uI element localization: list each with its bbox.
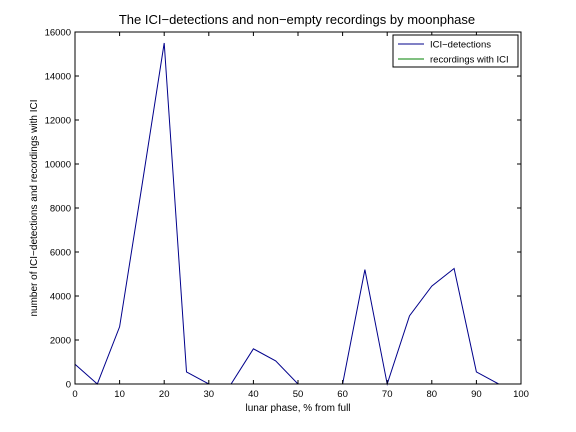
x-tick-label: 0 (72, 389, 77, 400)
y-tick-label: 4000 (50, 292, 71, 303)
x-tick-label: 70 (382, 389, 393, 400)
x-tick-label: 20 (159, 389, 170, 400)
legend-label-ici-detections: ICI−detections (430, 40, 491, 51)
x-tick-label: 80 (427, 389, 438, 400)
y-tick-label: 12000 (45, 116, 71, 127)
x-tick-label: 60 (337, 389, 348, 400)
x-tick-label: 40 (248, 389, 259, 400)
legend: ICI−detections recordings with ICI (392, 34, 519, 68)
y-tick-label: 2000 (50, 336, 71, 347)
y-tick-label: 8000 (50, 204, 71, 215)
plot-area (75, 32, 521, 384)
y-tick-label: 6000 (50, 248, 71, 259)
chart-title: The ICI−detections and non−empty recordi… (119, 12, 475, 27)
series-line-ici-detections (74, 42, 499, 386)
x-axis-label: lunar phase, % from full (245, 403, 350, 414)
x-tick-label: 90 (471, 389, 482, 400)
legend-box (392, 34, 519, 68)
y-tick-label: 16000 (45, 28, 71, 39)
legend-label-recordings-with-ici: recordings with ICI (430, 55, 509, 66)
x-tick-label: 50 (293, 389, 304, 400)
y-tick-label: 10000 (45, 160, 71, 171)
y-tick-label: 0 (66, 380, 71, 391)
x-tick-label: 100 (513, 389, 529, 400)
y-axis-label: number of ICI−detections and recordings … (29, 99, 40, 316)
ticks-layer: 0 10 20 30 40 50 60 70 80 90 100 0 2000 4000 6000 8000 1… (45, 28, 529, 401)
y-tick-label: 14000 (45, 72, 71, 83)
x-tick-label: 30 (204, 389, 215, 400)
x-tick-label: 10 (114, 389, 125, 400)
